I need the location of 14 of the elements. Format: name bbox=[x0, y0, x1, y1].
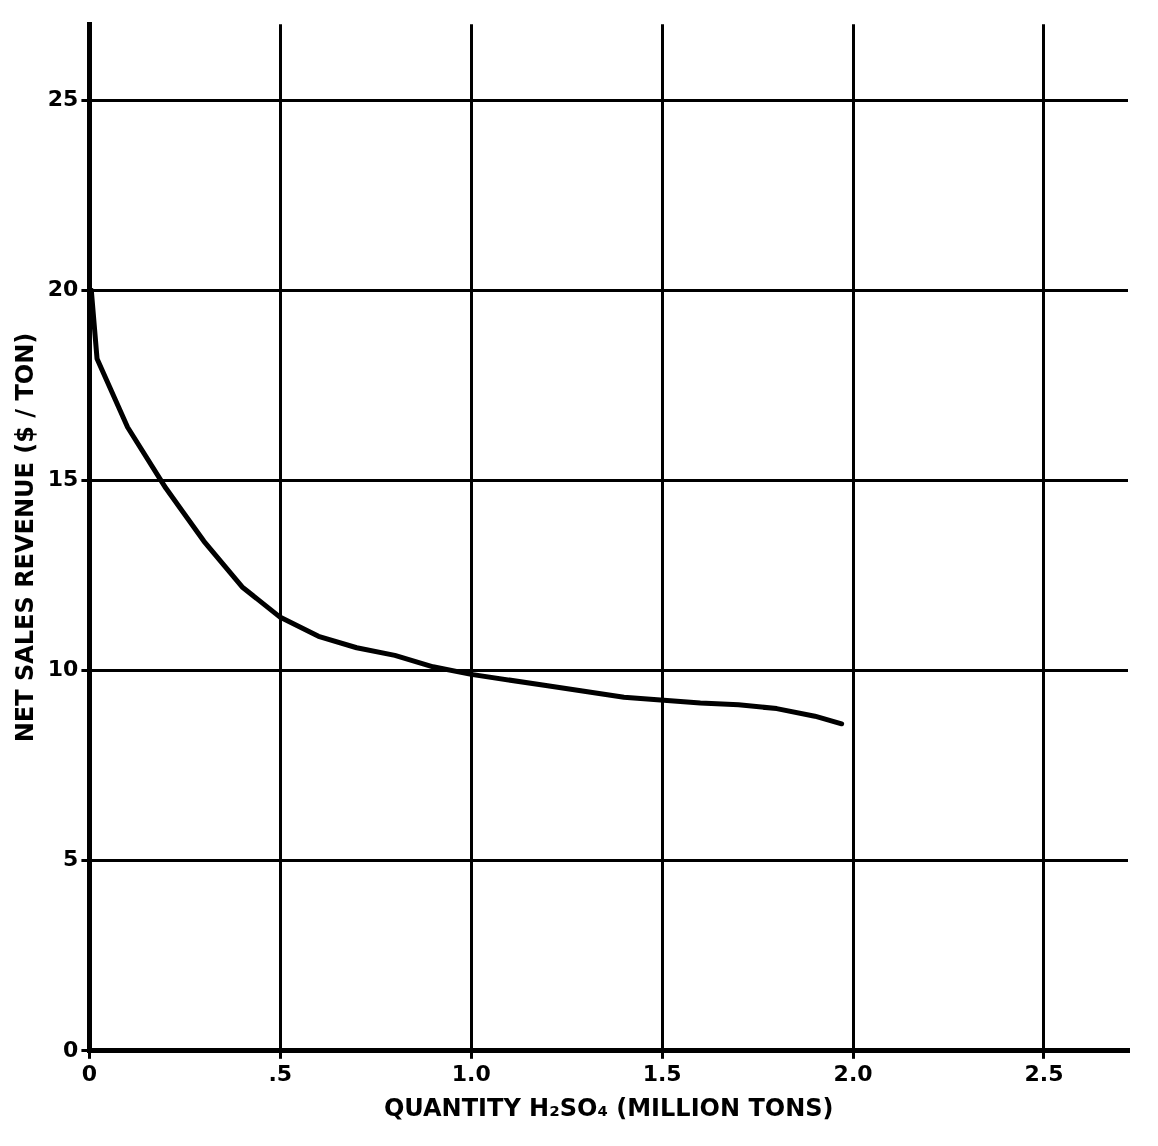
x-tick-label: .5 bbox=[268, 1060, 293, 1086]
y-tick-label: 0 bbox=[63, 1036, 79, 1062]
y-tick-label: 10 bbox=[47, 656, 79, 682]
y-axis-title: NET SALES REVENUE ($ / TON) bbox=[10, 332, 39, 743]
y-tick-label: 5 bbox=[63, 846, 79, 872]
y-tick-label: 20 bbox=[47, 276, 79, 302]
y-tick-label: 15 bbox=[47, 466, 79, 492]
y-tick-label: 25 bbox=[47, 85, 79, 111]
x-tick-label: 1.0 bbox=[451, 1060, 491, 1086]
x-axis-title: QUANTITY H₂SO₄ (MILLION TONS) bbox=[383, 1093, 834, 1122]
x-tick-label: 2.0 bbox=[833, 1060, 873, 1086]
x-tick-label: 1.5 bbox=[642, 1060, 682, 1086]
x-tick-label: 2.5 bbox=[1024, 1060, 1064, 1086]
x-tick-label: 0 bbox=[81, 1060, 98, 1086]
